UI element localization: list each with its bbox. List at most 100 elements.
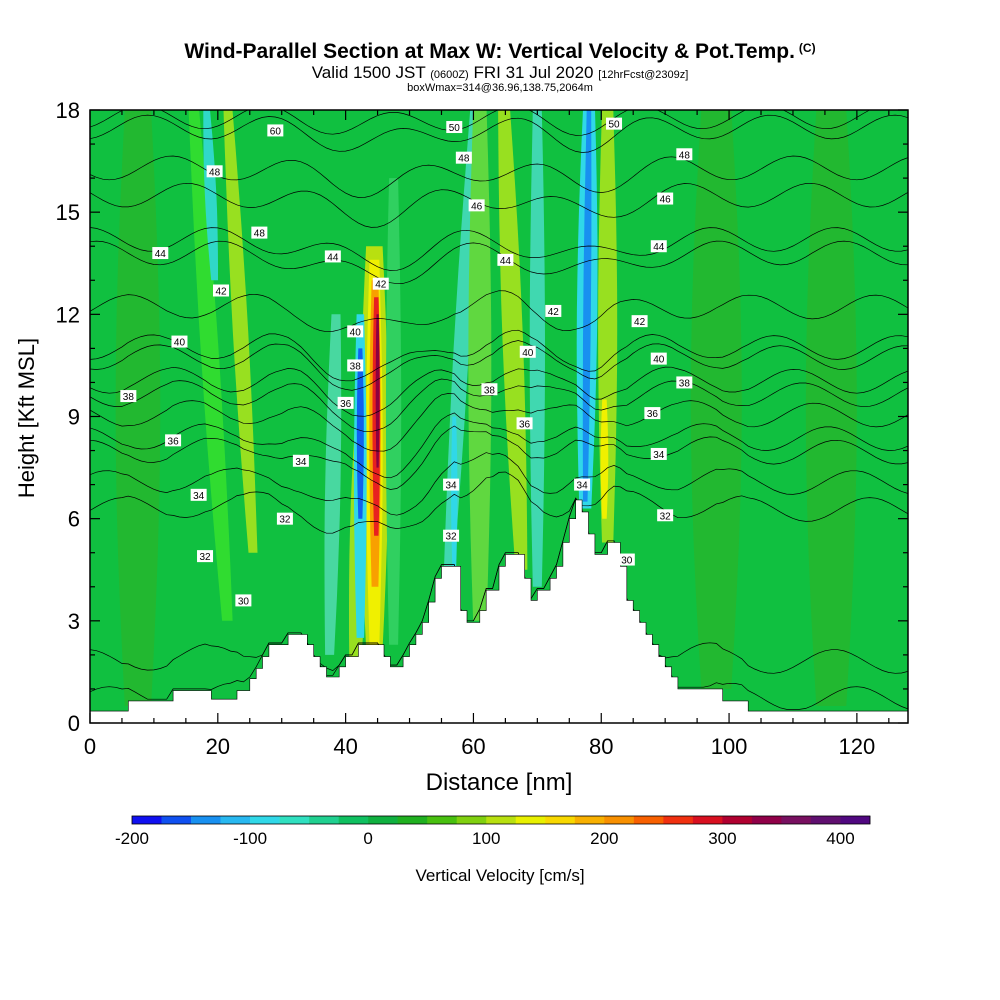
isentrope-label: 34 (292, 454, 309, 468)
svg-text:50: 50 (449, 123, 461, 134)
isentrope-label: 34 (650, 447, 667, 461)
svg-text:60: 60 (270, 126, 282, 137)
svg-text:36: 36 (168, 436, 180, 447)
velocity-band (451, 416, 458, 570)
svg-text:32: 32 (660, 511, 672, 522)
colorbar-swatch (309, 816, 339, 824)
colorbar-swatch (456, 816, 487, 824)
colorbar-tick-label: 200 (590, 829, 618, 848)
isentrope-line (90, 366, 908, 417)
colorbar-swatch (220, 816, 251, 824)
colorbar-swatch (545, 816, 576, 824)
x-tick-label: 100 (711, 734, 748, 759)
y-tick-label: 6 (68, 507, 80, 532)
isentrope-label: 42 (213, 284, 230, 297)
isentrope-line (90, 110, 908, 136)
copyright-mark: (C) (798, 41, 816, 55)
velocity-band (600, 399, 609, 519)
colorbar-swatch (250, 816, 280, 824)
isentrope-label: 40 (519, 345, 536, 359)
isentrope-labels: 30 32 32 34 34 36 36 38 38 40 40 42 44 44 46 48 50 60 48 48… (120, 117, 693, 607)
velocity-band (115, 110, 161, 706)
isentrope-label: 36 (644, 407, 661, 420)
isentrope-label: 44 (152, 247, 169, 260)
isentrope-label: 46 (657, 192, 674, 206)
isentrope-label: 48 (676, 148, 693, 161)
colorbar-tick-label: 400 (826, 829, 854, 848)
isentrope-label: 44 (650, 240, 667, 253)
colorbar-label: Vertical Velocity [cm/s] (415, 866, 584, 885)
y-tick-label: 3 (68, 609, 80, 634)
svg-text:30: 30 (621, 556, 633, 567)
isentrope-label: 44 (324, 250, 341, 263)
isentrope-label: 44 (497, 253, 514, 267)
svg-text:38: 38 (123, 392, 135, 403)
isentrope-label: 32 (443, 529, 460, 543)
isentrope-label: 48 (251, 226, 268, 240)
isentrope-line (90, 227, 908, 271)
isentrope-label: 38 (481, 383, 498, 396)
colorbar-tick-label: 0 (363, 829, 372, 848)
colorbar-swatch (751, 816, 782, 824)
isentrope-line (90, 114, 908, 153)
svg-text:44: 44 (500, 256, 512, 267)
isentrope-label: 42 (631, 315, 648, 328)
svg-text:40: 40 (174, 338, 186, 349)
colorbar-swatch (633, 816, 664, 824)
isentrope-label: 42 (545, 304, 562, 318)
isentrope-label: 38 (120, 390, 137, 403)
isentrope-label: 34 (443, 478, 460, 492)
isentrope-label: 60 (267, 124, 284, 137)
chart-subtitle: Valid 1500 JST (0600Z) FRI 31 Jul 2020 [… (0, 64, 1000, 84)
box-wmax-line: boxWmax=314@36.96,138.75,2064m (407, 82, 593, 94)
isentrope-line (90, 497, 908, 674)
isentrope-label: 34 (574, 478, 591, 492)
svg-text:32: 32 (446, 532, 458, 543)
isentrope-label: 30 (618, 553, 635, 567)
isentrope-label: 40 (650, 352, 667, 366)
svg-text:32: 32 (279, 515, 291, 526)
velocity-band (385, 178, 402, 645)
isentrope-label: 36 (165, 434, 182, 447)
y-tick-label: 18 (56, 98, 80, 123)
svg-text:44: 44 (653, 242, 665, 253)
valid-date: FRI 31 Jul 2020 (473, 63, 594, 82)
isentrope-label: 32 (197, 550, 214, 563)
svg-text:48: 48 (458, 154, 470, 165)
svg-text:46: 46 (660, 195, 672, 206)
colorbar-swatch (604, 816, 635, 824)
isentrope-label: 32 (276, 512, 293, 526)
colorbar-swatch (397, 816, 428, 824)
y-tick-label: 0 (68, 711, 80, 736)
svg-text:48: 48 (679, 150, 691, 161)
svg-text:34: 34 (577, 481, 589, 492)
isentrope-line (90, 240, 908, 285)
colorbar-tick-label: -100 (233, 829, 267, 848)
colorbar-tick-label: 100 (472, 829, 500, 848)
y-tick-label: 12 (56, 302, 80, 327)
svg-text:38: 38 (679, 378, 691, 389)
velocity-band (498, 110, 528, 570)
colorbar-swatch (161, 816, 192, 824)
colorbar-swatch (810, 816, 841, 824)
forecast-info: [12hrFcst@2309z] (598, 69, 689, 81)
x-axis-label: Distance [nm] (426, 769, 573, 796)
velocity-band (375, 314, 380, 468)
svg-text:34: 34 (295, 457, 307, 468)
colorbar-swatch (692, 816, 723, 824)
x-tick-label: 80 (589, 734, 613, 759)
svg-text:42: 42 (548, 307, 560, 318)
svg-text:30: 30 (238, 596, 250, 607)
isentrope-label: 32 (657, 509, 674, 522)
valid-time: Valid 1500 JST (311, 63, 426, 82)
isentrope-label: 48 (455, 151, 472, 165)
isentrope-label: 30 (235, 594, 252, 607)
svg-text:42: 42 (634, 317, 646, 328)
isentrope-label: 48 (206, 165, 223, 178)
colorbar: -200 -100 0 100 200 300 400 (115, 815, 871, 848)
x-tick-label: 20 (206, 734, 230, 759)
isentrope-label: 40 (171, 335, 188, 349)
svg-text:46: 46 (471, 201, 483, 212)
isentrope-line (90, 393, 908, 452)
